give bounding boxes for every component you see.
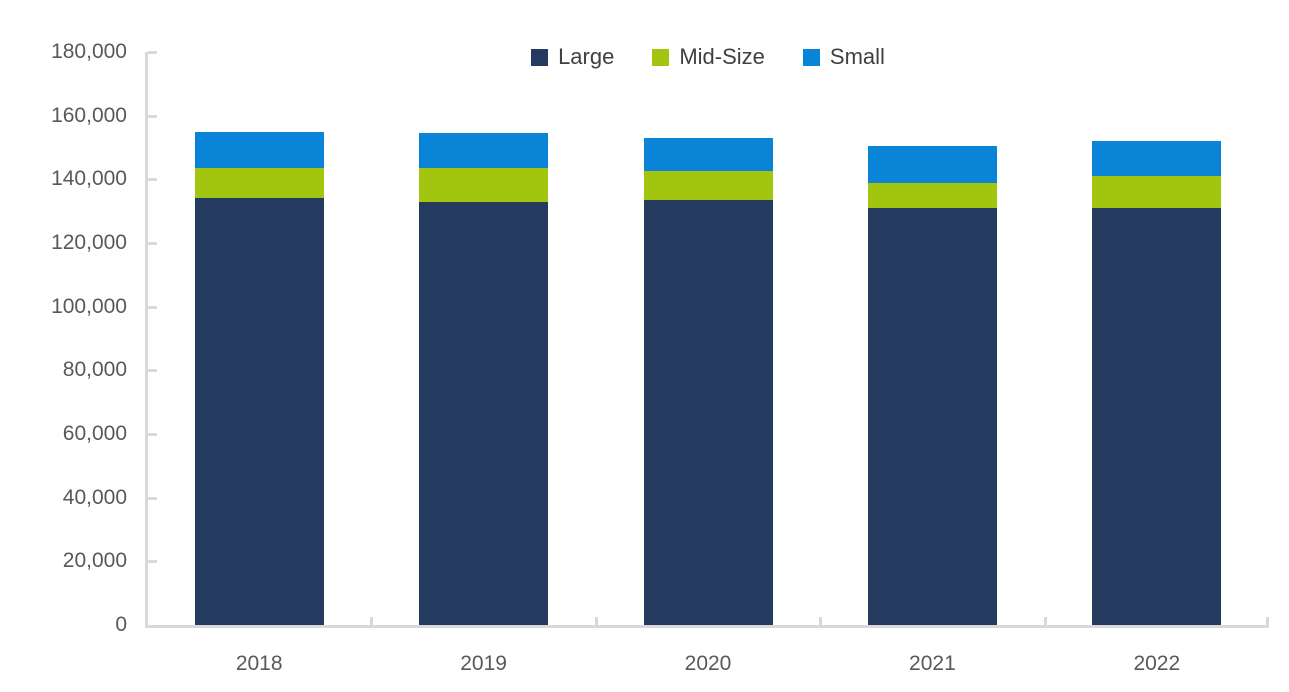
x-axis-tick [1266, 617, 1269, 625]
bar-segment-small-2022[interactable] [1092, 141, 1222, 177]
y-axis-tick-label: 120,000 [51, 231, 127, 254]
y-axis-tick-label: 100,000 [51, 294, 127, 318]
bar-segment-small-2018[interactable] [194, 131, 324, 169]
legend-item-label: Large [558, 44, 615, 69]
legend-item-large[interactable]: Large [531, 46, 614, 68]
bar-segment-large-2020[interactable] [643, 200, 773, 625]
x-axis-tick [594, 617, 598, 625]
bar-segment-small-2021[interactable] [867, 145, 997, 183]
x-axis-category-label: 2018 [235, 652, 283, 675]
y-axis-tick [148, 369, 157, 373]
x-axis-tick [1043, 617, 1047, 625]
bar-segment-mid-size-2020[interactable] [643, 171, 773, 201]
x-axis-line [145, 625, 1269, 628]
y-axis-tick-label: 180,000 [51, 40, 127, 63]
bar-segment-large-2019[interactable] [419, 201, 549, 625]
bar-segment-large-2022[interactable] [1092, 207, 1222, 625]
legend-item-small[interactable]: Small [802, 44, 885, 69]
y-axis-tick-label: 140,000 [51, 167, 127, 191]
y-axis-tick [148, 560, 157, 564]
y-axis-tick [148, 114, 157, 118]
y-axis-tick [148, 51, 157, 54]
bar-segment-small-2020[interactable] [643, 137, 773, 172]
y-axis-tick-label: 80,000 [62, 358, 127, 382]
y-axis-line [145, 52, 148, 628]
chart-legend: Large Mid-Size Small [147, 46, 1269, 68]
bar-segment-mid-size-2022[interactable] [1092, 176, 1222, 208]
x-axis-category-label: 2020 [684, 652, 732, 675]
x-axis-category-label: 2021 [909, 652, 956, 675]
bar-segment-large-2018[interactable] [194, 198, 324, 625]
y-axis-tick [148, 496, 157, 500]
y-axis-tick [148, 433, 157, 436]
legend-item-label: Mid-Size [679, 44, 765, 69]
y-axis-tick [148, 178, 157, 182]
bar-segment-mid-size-2021[interactable] [867, 182, 997, 208]
x-axis-category-label: 2022 [1133, 652, 1181, 675]
y-axis-tick [148, 242, 157, 245]
legend-item-label: Small [829, 44, 885, 69]
y-axis-tick [148, 305, 157, 309]
legend-swatch-icon [802, 48, 820, 66]
legend-swatch-icon [531, 48, 549, 66]
legend-swatch-icon [652, 48, 670, 66]
x-axis-tick [819, 617, 823, 625]
y-axis-tick-label: 40,000 [62, 485, 127, 509]
y-axis-tick-label: 20,000 [62, 549, 127, 573]
bar-segment-small-2019[interactable] [419, 133, 549, 169]
x-axis-tick [370, 617, 374, 625]
x-axis-category-label: 2019 [460, 652, 507, 675]
y-axis-tick-label: 0 [115, 613, 127, 636]
bar-segment-mid-size-2019[interactable] [419, 168, 549, 202]
y-axis-tick-label: 60,000 [62, 422, 127, 445]
bar-segment-large-2021[interactable] [867, 207, 997, 625]
y-axis-tick-label: 160,000 [51, 103, 127, 127]
legend-item-mid-size[interactable]: Mid-Size [652, 46, 765, 68]
bar-segment-mid-size-2018[interactable] [194, 168, 324, 199]
